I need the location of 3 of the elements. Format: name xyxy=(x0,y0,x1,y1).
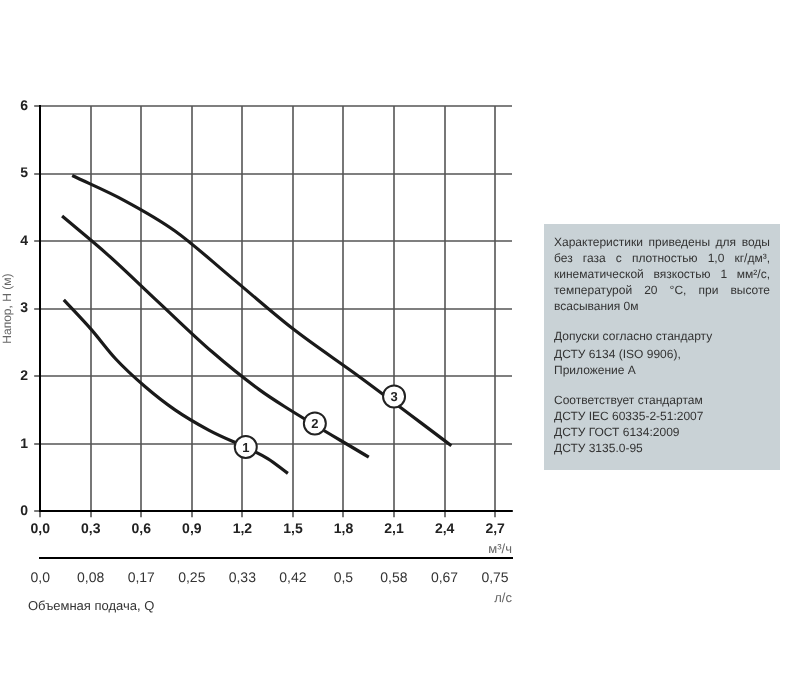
line-series xyxy=(70,173,453,448)
line-series xyxy=(62,298,290,475)
line-series xyxy=(60,214,371,459)
